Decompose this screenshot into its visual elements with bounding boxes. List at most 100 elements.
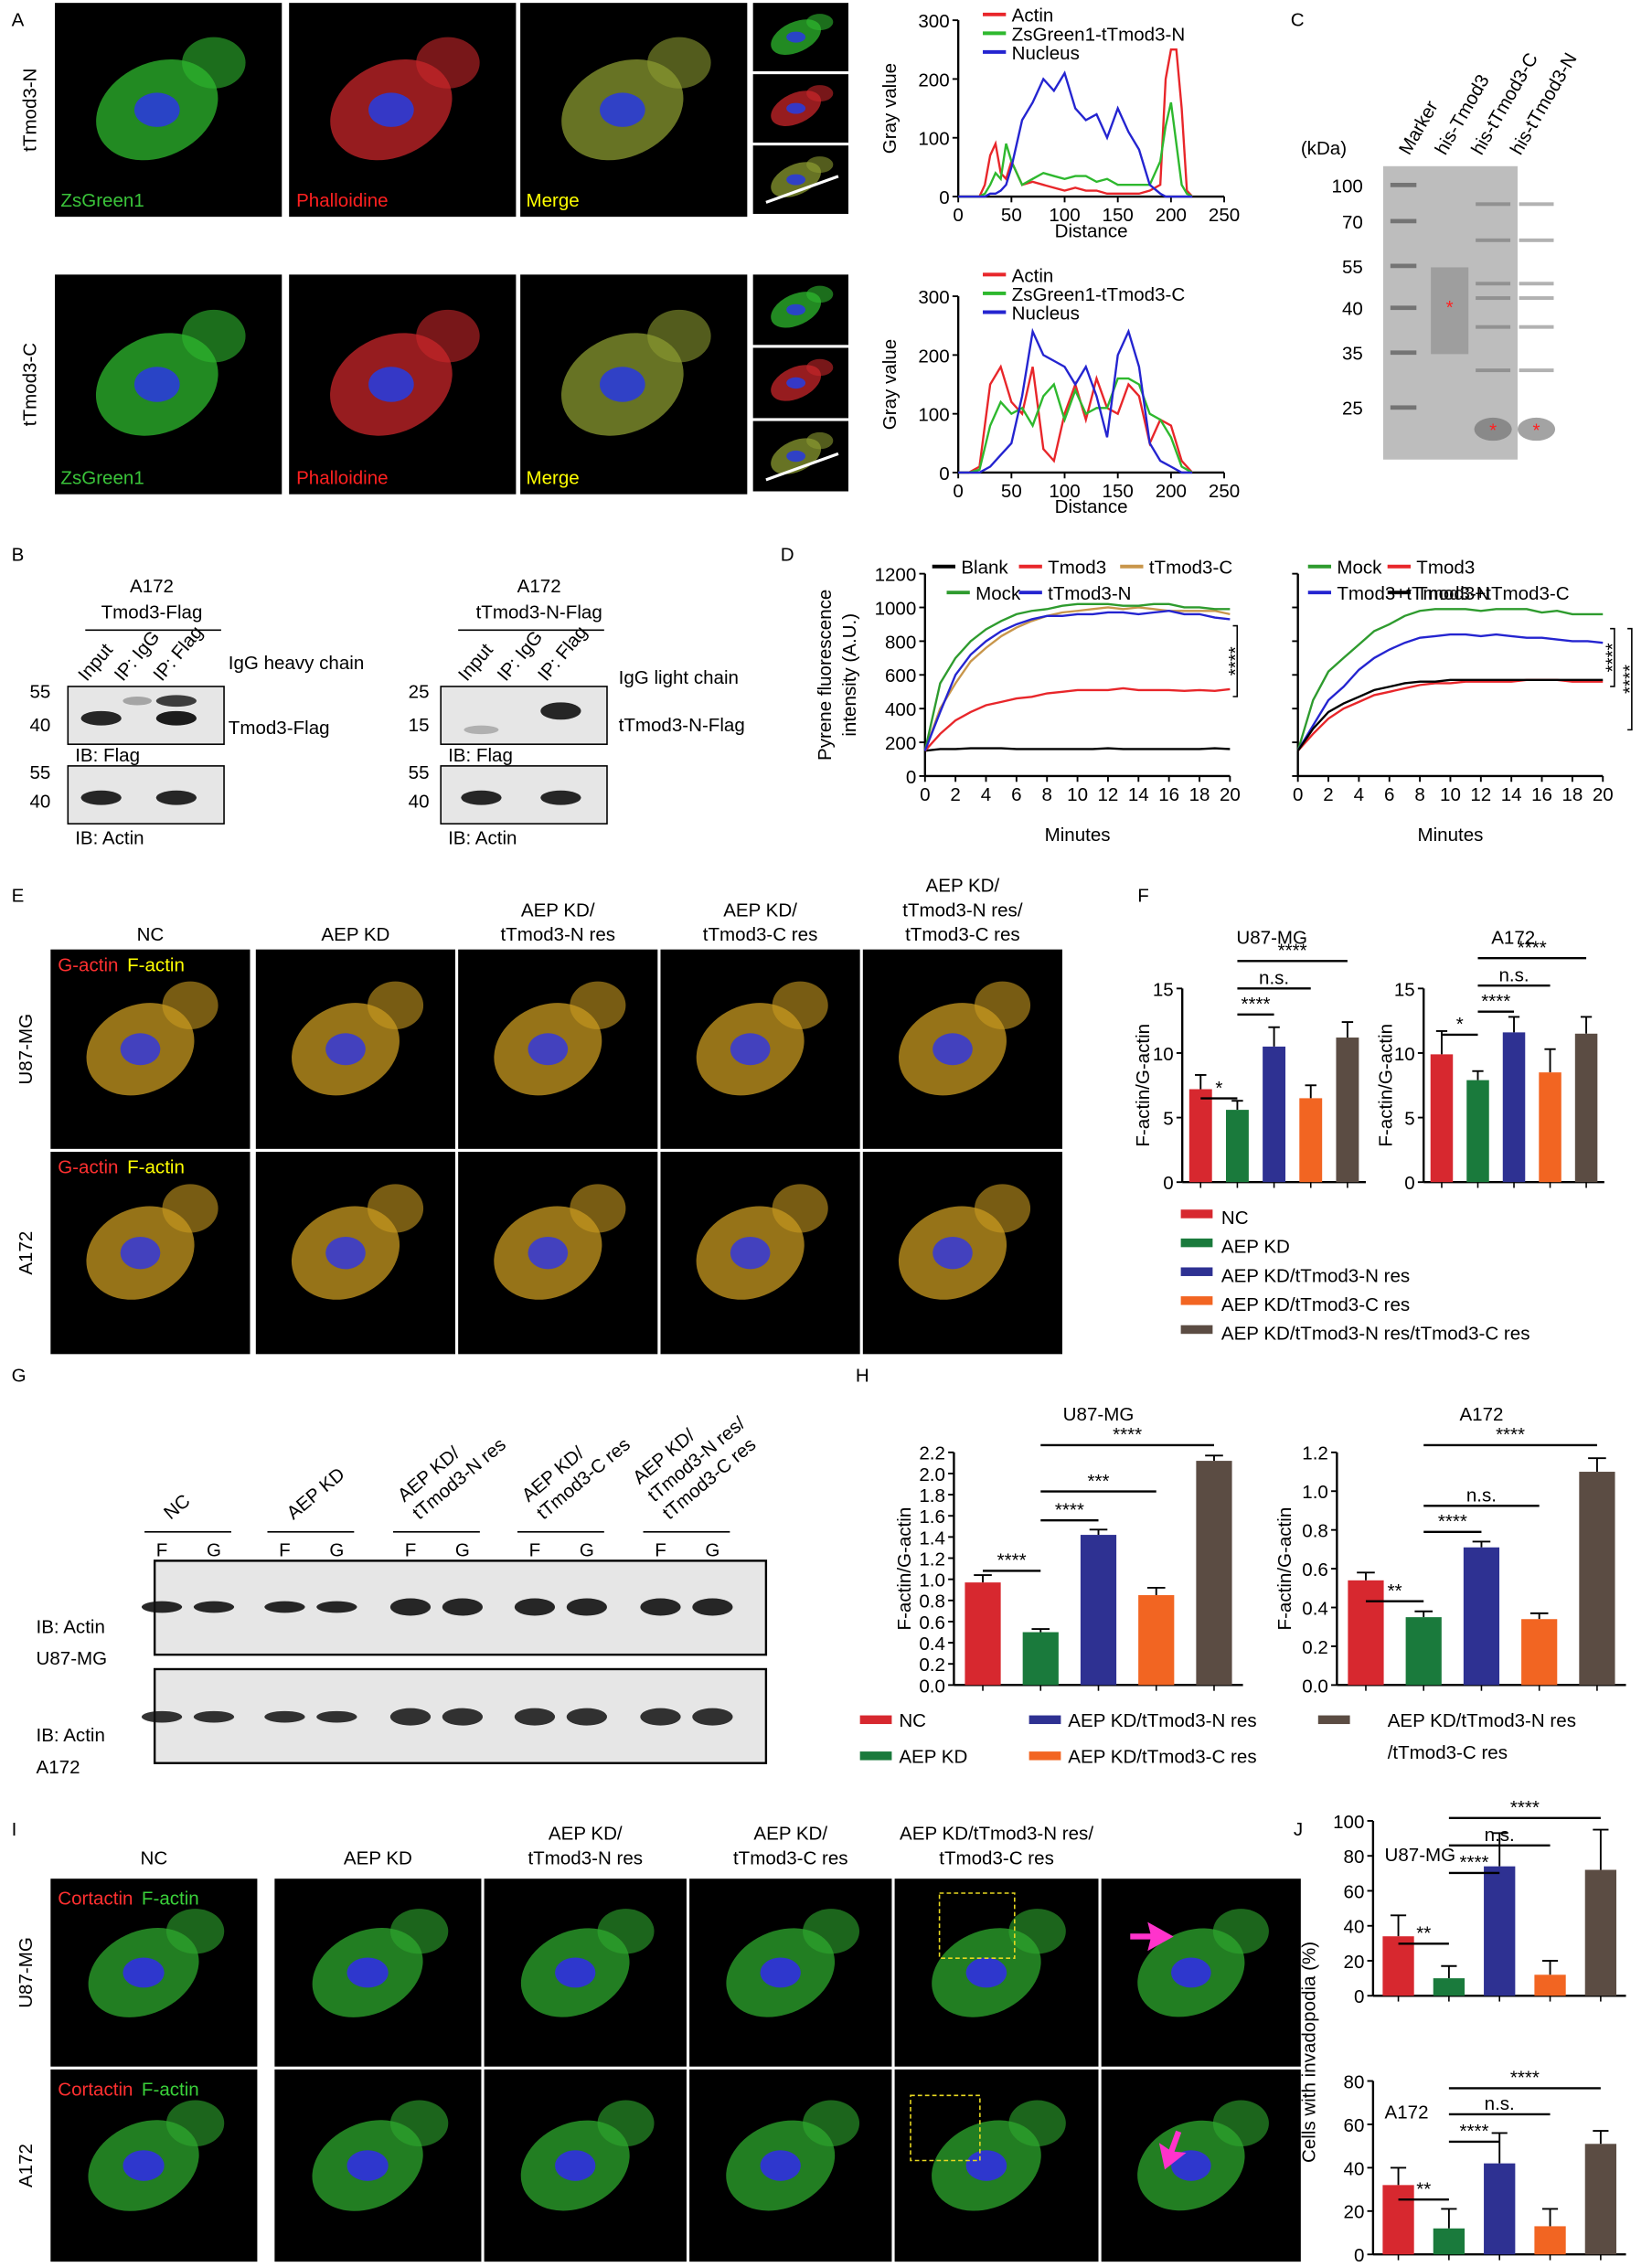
y-tick-label: 200	[918, 69, 949, 90]
arrow	[765, 175, 839, 204]
band	[1390, 182, 1417, 187]
nucleus	[346, 1957, 389, 1988]
y-tick-label: 1.2	[1302, 1443, 1328, 1464]
significance: ****	[1460, 1852, 1489, 1873]
lane-label: F	[529, 1540, 541, 1561]
legend-label: AEP KD/tTmod3-N res	[1221, 1265, 1410, 1286]
x-axis-label: Distance	[1055, 496, 1128, 517]
legend-label: Tmod3+tTmod3-N	[1337, 583, 1489, 604]
bar	[1225, 1110, 1249, 1183]
column-label: AEP KD/	[549, 1824, 623, 1845]
band	[1390, 405, 1417, 410]
significance: ****	[1242, 994, 1271, 1015]
cell	[416, 309, 480, 363]
label: IgG light chain	[619, 667, 739, 688]
row-label: U87-MG	[16, 1937, 37, 2008]
band	[1476, 325, 1511, 329]
nucleus	[528, 1033, 569, 1066]
column-label: NC	[141, 1847, 168, 1868]
y-tick-label: 0	[1404, 1173, 1414, 1194]
panel-letter: B	[12, 544, 25, 565]
nucleus	[965, 2150, 1007, 2181]
band	[514, 1598, 556, 1616]
legend-label: Mock	[975, 583, 1021, 604]
bar	[1534, 2226, 1566, 2255]
series-line	[923, 602, 1231, 751]
band	[1519, 296, 1554, 301]
x-tick-label: 250	[1209, 481, 1240, 502]
bar	[965, 1582, 1001, 1686]
y-axis-label: intensity (A.U.)	[839, 613, 860, 737]
significance: ****	[997, 1550, 1027, 1571]
x-tick-label: 0	[953, 481, 963, 502]
band	[640, 1708, 681, 1726]
series-line	[958, 70, 1193, 198]
panel-letter: A	[12, 9, 25, 30]
band	[464, 725, 499, 735]
stain-label: Cortactin	[58, 2079, 133, 2100]
band	[1390, 305, 1417, 311]
bar	[1382, 1936, 1414, 1996]
nucleus	[325, 1236, 366, 1270]
y-axis-label: Gray value	[879, 339, 901, 430]
legend-label: AEP KD/tTmod3-N res	[1388, 1710, 1576, 1731]
y-tick-label: 15	[1394, 979, 1415, 1000]
label: 40	[29, 792, 50, 813]
series-line	[958, 101, 1193, 198]
band	[123, 697, 152, 706]
band	[1476, 202, 1511, 207]
nucleus	[786, 450, 806, 463]
label: 40	[409, 792, 430, 813]
legend-label: AEP KD/tTmod3-N res/tTmod3-C res	[1221, 1324, 1530, 1345]
band	[442, 1708, 484, 1726]
band	[1476, 368, 1511, 373]
y-tick-label: 1.0	[1302, 1482, 1328, 1503]
label: 70	[1342, 212, 1363, 233]
y-tick-label: 0.0	[919, 1676, 945, 1697]
band	[193, 1601, 235, 1613]
nucleus	[123, 1957, 165, 1988]
label: IB: Actin	[448, 827, 517, 848]
cell	[806, 156, 834, 174]
panel-letter: J	[1294, 1819, 1303, 1840]
legend-swatch	[1029, 1715, 1061, 1725]
cell	[806, 285, 834, 303]
bracket	[1232, 624, 1239, 697]
band	[442, 1598, 484, 1616]
nucleus	[786, 31, 806, 43]
y-axis-label: F-actin/G-actin	[1375, 1024, 1396, 1147]
nucleus	[786, 174, 806, 186]
bracket	[1627, 627, 1633, 731]
stain-label: F-actin	[142, 2079, 199, 2100]
asterisk: *	[1489, 420, 1497, 441]
x-tick-label: 50	[1001, 205, 1022, 226]
label: A172	[517, 576, 561, 597]
label: 40	[1342, 299, 1363, 320]
series-line	[1296, 678, 1604, 751]
significance: ****	[1225, 646, 1246, 676]
legend-swatch	[1029, 1751, 1061, 1761]
column-label: tTmod3-C res	[733, 1847, 848, 1868]
legend-label: tTmod3-C	[1149, 558, 1232, 579]
bar	[1466, 1080, 1489, 1183]
column-label: AEP KD	[282, 1463, 348, 1524]
lane-label: G	[455, 1540, 470, 1561]
column-label: AEP KD/	[521, 899, 595, 921]
label: 100	[1332, 176, 1363, 197]
bar	[1539, 1072, 1561, 1183]
chart-title: U87-MG	[1236, 927, 1307, 948]
label: IB: Actin	[37, 1616, 105, 1637]
x-tick-label: 10	[1067, 784, 1088, 805]
significance: ****	[1055, 1499, 1084, 1520]
chart-title: A172	[1491, 927, 1535, 948]
legend-label: AEP KD	[899, 1747, 967, 1768]
bar	[1584, 1869, 1617, 1996]
x-tick-label: 14	[1501, 784, 1522, 805]
legend-swatch	[1180, 1296, 1213, 1305]
y-tick-label: 400	[885, 699, 916, 720]
column-label: AEP KD/tTmod3-N res/	[900, 1824, 1093, 1845]
nucleus	[965, 1957, 1007, 1988]
x-tick-label: 12	[1098, 784, 1119, 805]
cell	[647, 37, 711, 89]
band	[1476, 238, 1511, 242]
